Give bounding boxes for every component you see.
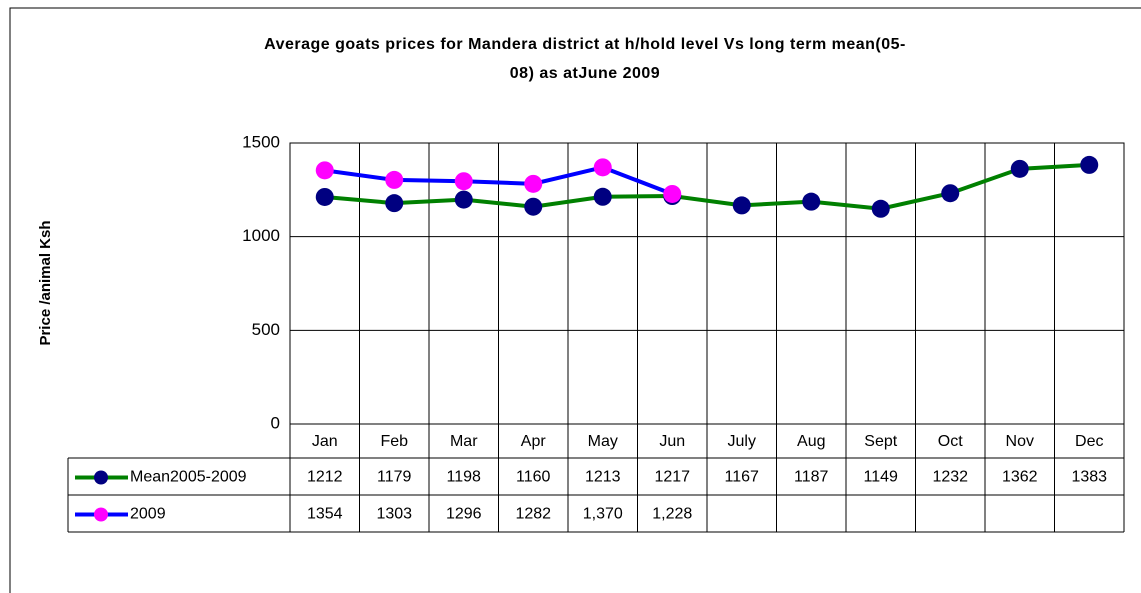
table-value: 1383 — [1071, 469, 1107, 486]
table-value: 1212 — [307, 469, 343, 486]
data-point — [454, 190, 473, 209]
chart-title: Average goats prices for Mandera distric… — [264, 36, 906, 53]
data-point — [802, 192, 821, 211]
table-value: 1362 — [1002, 469, 1038, 486]
x-tick-label: Jan — [312, 433, 338, 450]
table-value: 1179 — [377, 469, 412, 486]
series-line — [324, 162, 1090, 211]
x-tick-label: Aug — [797, 433, 825, 450]
legend-marker — [94, 507, 108, 522]
data-point — [315, 161, 334, 180]
table-value: 1198 — [447, 469, 482, 486]
x-tick-label: Apr — [521, 433, 547, 450]
table-value: 1296 — [446, 506, 482, 523]
x-tick-label: Nov — [1006, 433, 1034, 450]
y-tick-label: 500 — [252, 320, 280, 339]
chart-title: 08) as atJune 2009 — [510, 65, 660, 82]
table-value: 1217 — [654, 469, 690, 486]
table-value: 1232 — [932, 469, 968, 486]
table-value: 1187 — [794, 469, 829, 486]
table-value: 1,370 — [583, 506, 623, 523]
x-tick-label: Feb — [380, 433, 408, 450]
table-value: 1167 — [725, 469, 760, 486]
data-point — [593, 158, 612, 177]
data-point — [1010, 159, 1029, 178]
data-point — [1080, 155, 1099, 174]
y-tick-label: 0 — [271, 413, 280, 432]
x-tick-label: July — [728, 433, 756, 450]
table-value: 1213 — [585, 469, 621, 486]
data-point — [732, 196, 751, 215]
table-value: 1149 — [864, 469, 899, 486]
legend-label: 2009 — [130, 506, 166, 523]
data-point — [941, 184, 960, 203]
data-point — [454, 172, 473, 191]
series-line — [324, 165, 673, 196]
data-point — [385, 170, 404, 189]
table-value: 1160 — [516, 469, 551, 486]
data-point — [315, 187, 334, 206]
table-value: 1354 — [307, 506, 343, 523]
table-value: 1,228 — [652, 506, 692, 523]
table-value: 1303 — [376, 506, 412, 523]
legend-label: Mean2005-2009 — [130, 469, 247, 486]
x-tick-label: Oct — [938, 433, 963, 450]
x-tick-label: Mar — [450, 433, 478, 450]
chart-frame — [9, 7, 1141, 593]
data-point — [871, 199, 890, 218]
legend-marker — [94, 470, 108, 485]
x-tick-label: May — [588, 433, 618, 450]
data-point — [385, 194, 404, 213]
data-point — [663, 184, 682, 203]
data-point — [524, 174, 543, 193]
x-tick-label: Sept — [864, 433, 897, 450]
y-tick-label: 1500 — [242, 132, 280, 151]
data-point — [593, 187, 612, 206]
table-value: 1282 — [515, 506, 551, 523]
data-point — [524, 197, 543, 216]
x-tick-label: Dec — [1075, 433, 1103, 450]
y-tick-label: 1000 — [242, 226, 280, 245]
y-axis-label: Price /animal Ksh — [37, 220, 54, 345]
x-tick-label: Jun — [659, 433, 685, 450]
